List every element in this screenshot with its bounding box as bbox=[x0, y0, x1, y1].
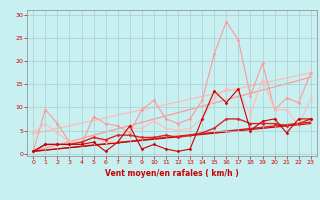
X-axis label: Vent moyen/en rafales ( km/h ): Vent moyen/en rafales ( km/h ) bbox=[105, 169, 239, 178]
